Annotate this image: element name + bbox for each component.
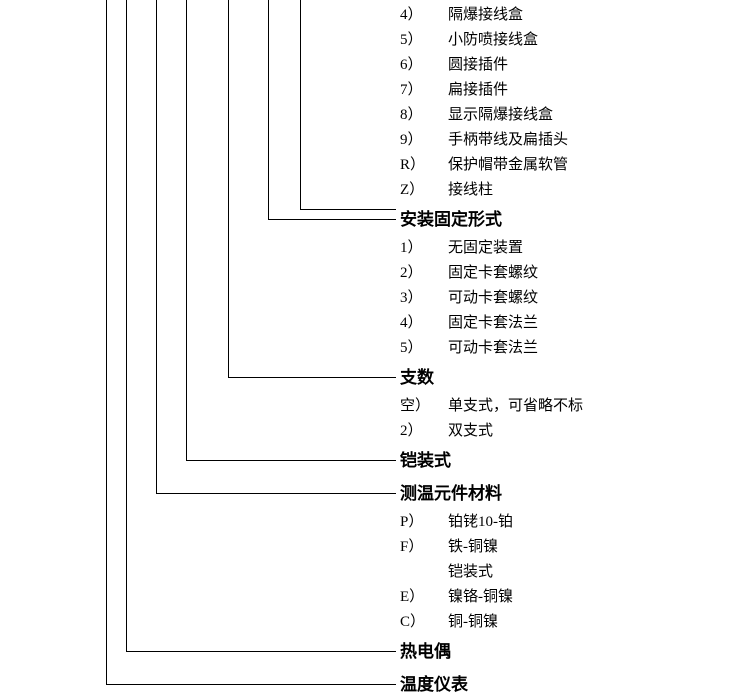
option-marker: 2） xyxy=(400,264,448,282)
option-label: 铠装式 xyxy=(448,564,493,580)
bracket-vline xyxy=(156,0,157,493)
option-item: 4）隔爆接线盒 xyxy=(400,6,523,24)
option-marker: 5） xyxy=(400,31,448,49)
bracket-hline xyxy=(186,460,396,461)
option-item: 2）固定卡套螺纹 xyxy=(400,264,538,282)
bracket-vline xyxy=(268,0,269,219)
option-marker: 1） xyxy=(400,239,448,257)
bracket-vline xyxy=(126,0,127,651)
bracket-vline xyxy=(106,0,107,684)
option-label: 保护帽带金属软管 xyxy=(448,157,568,173)
option-label: 扁接插件 xyxy=(448,82,508,98)
bracket-hline xyxy=(106,684,396,685)
option-label: 无固定装置 xyxy=(448,240,523,256)
option-label: 铂铑10-铂 xyxy=(448,514,513,530)
option-label: 圆接插件 xyxy=(448,57,508,73)
section-header: 热电偶 xyxy=(400,642,451,662)
option-marker: E） xyxy=(400,588,448,606)
option-marker: 2） xyxy=(400,422,448,440)
section-header: 温度仪表 xyxy=(400,675,468,695)
bracket-vline xyxy=(228,0,229,377)
option-marker: Z） xyxy=(400,181,448,199)
option-marker: 3） xyxy=(400,289,448,307)
option-marker: 9） xyxy=(400,131,448,149)
option-label: 可动卡套螺纹 xyxy=(448,290,538,306)
option-marker: 5） xyxy=(400,339,448,357)
option-label: 双支式 xyxy=(448,423,493,439)
bracket-hline xyxy=(126,651,396,652)
option-marker: C） xyxy=(400,613,448,631)
option-marker: R） xyxy=(400,156,448,174)
option-label: 单支式，可省略不标 xyxy=(448,398,583,414)
option-label: 铁-铜镍 xyxy=(448,539,498,555)
option-item: 6）圆接插件 xyxy=(400,56,508,74)
option-item: 空）单支式，可省略不标 xyxy=(400,397,583,415)
section-header: 支数 xyxy=(400,368,434,388)
option-item: 铠装式 xyxy=(400,563,493,581)
option-label: 固定卡套法兰 xyxy=(448,315,538,331)
option-marker: F） xyxy=(400,538,448,556)
section-header: 安装固定形式 xyxy=(400,210,502,230)
option-item: P）铂铑10-铂 xyxy=(400,513,513,531)
option-label: 小防喷接线盒 xyxy=(448,32,538,48)
section-header: 铠装式 xyxy=(400,451,451,471)
option-marker: P） xyxy=(400,513,448,531)
option-marker: 8） xyxy=(400,106,448,124)
option-label: 隔爆接线盒 xyxy=(448,7,523,23)
option-item: 5）可动卡套法兰 xyxy=(400,339,538,357)
option-item: 1）无固定装置 xyxy=(400,239,523,257)
option-label: 铜-铜镍 xyxy=(448,614,498,630)
bracket-hline xyxy=(156,493,396,494)
option-item: R）保护帽带金属软管 xyxy=(400,156,568,174)
option-item: E）镍铬-铜镍 xyxy=(400,588,513,606)
option-label: 手柄带线及扁插头 xyxy=(448,132,568,148)
option-label: 显示隔爆接线盒 xyxy=(448,107,553,123)
option-item: 9）手柄带线及扁插头 xyxy=(400,131,568,149)
bracket-hline xyxy=(268,219,396,220)
bracket-vline xyxy=(186,0,187,460)
option-item: 8）显示隔爆接线盒 xyxy=(400,106,553,124)
option-item: 2）双支式 xyxy=(400,422,493,440)
option-marker: 4） xyxy=(400,6,448,24)
option-marker: 4） xyxy=(400,314,448,332)
option-label: 接线柱 xyxy=(448,182,493,198)
option-item: 3）可动卡套螺纹 xyxy=(400,289,538,307)
section-header: 测温元件材料 xyxy=(400,484,502,504)
option-marker: 6） xyxy=(400,56,448,74)
option-item: 4）固定卡套法兰 xyxy=(400,314,538,332)
bracket-hline xyxy=(228,377,396,378)
option-item: C）铜-铜镍 xyxy=(400,613,498,631)
option-label: 镍铬-铜镍 xyxy=(448,589,513,605)
option-item: F）铁-铜镍 xyxy=(400,538,498,556)
option-marker: 7） xyxy=(400,81,448,99)
bracket-hline xyxy=(300,209,396,210)
option-marker: 空） xyxy=(400,397,448,415)
option-item: 7）扁接插件 xyxy=(400,81,508,99)
option-label: 可动卡套法兰 xyxy=(448,340,538,356)
option-label: 固定卡套螺纹 xyxy=(448,265,538,281)
option-item: Z）接线柱 xyxy=(400,181,493,199)
bracket-vline xyxy=(300,0,301,209)
option-item: 5）小防喷接线盒 xyxy=(400,31,538,49)
